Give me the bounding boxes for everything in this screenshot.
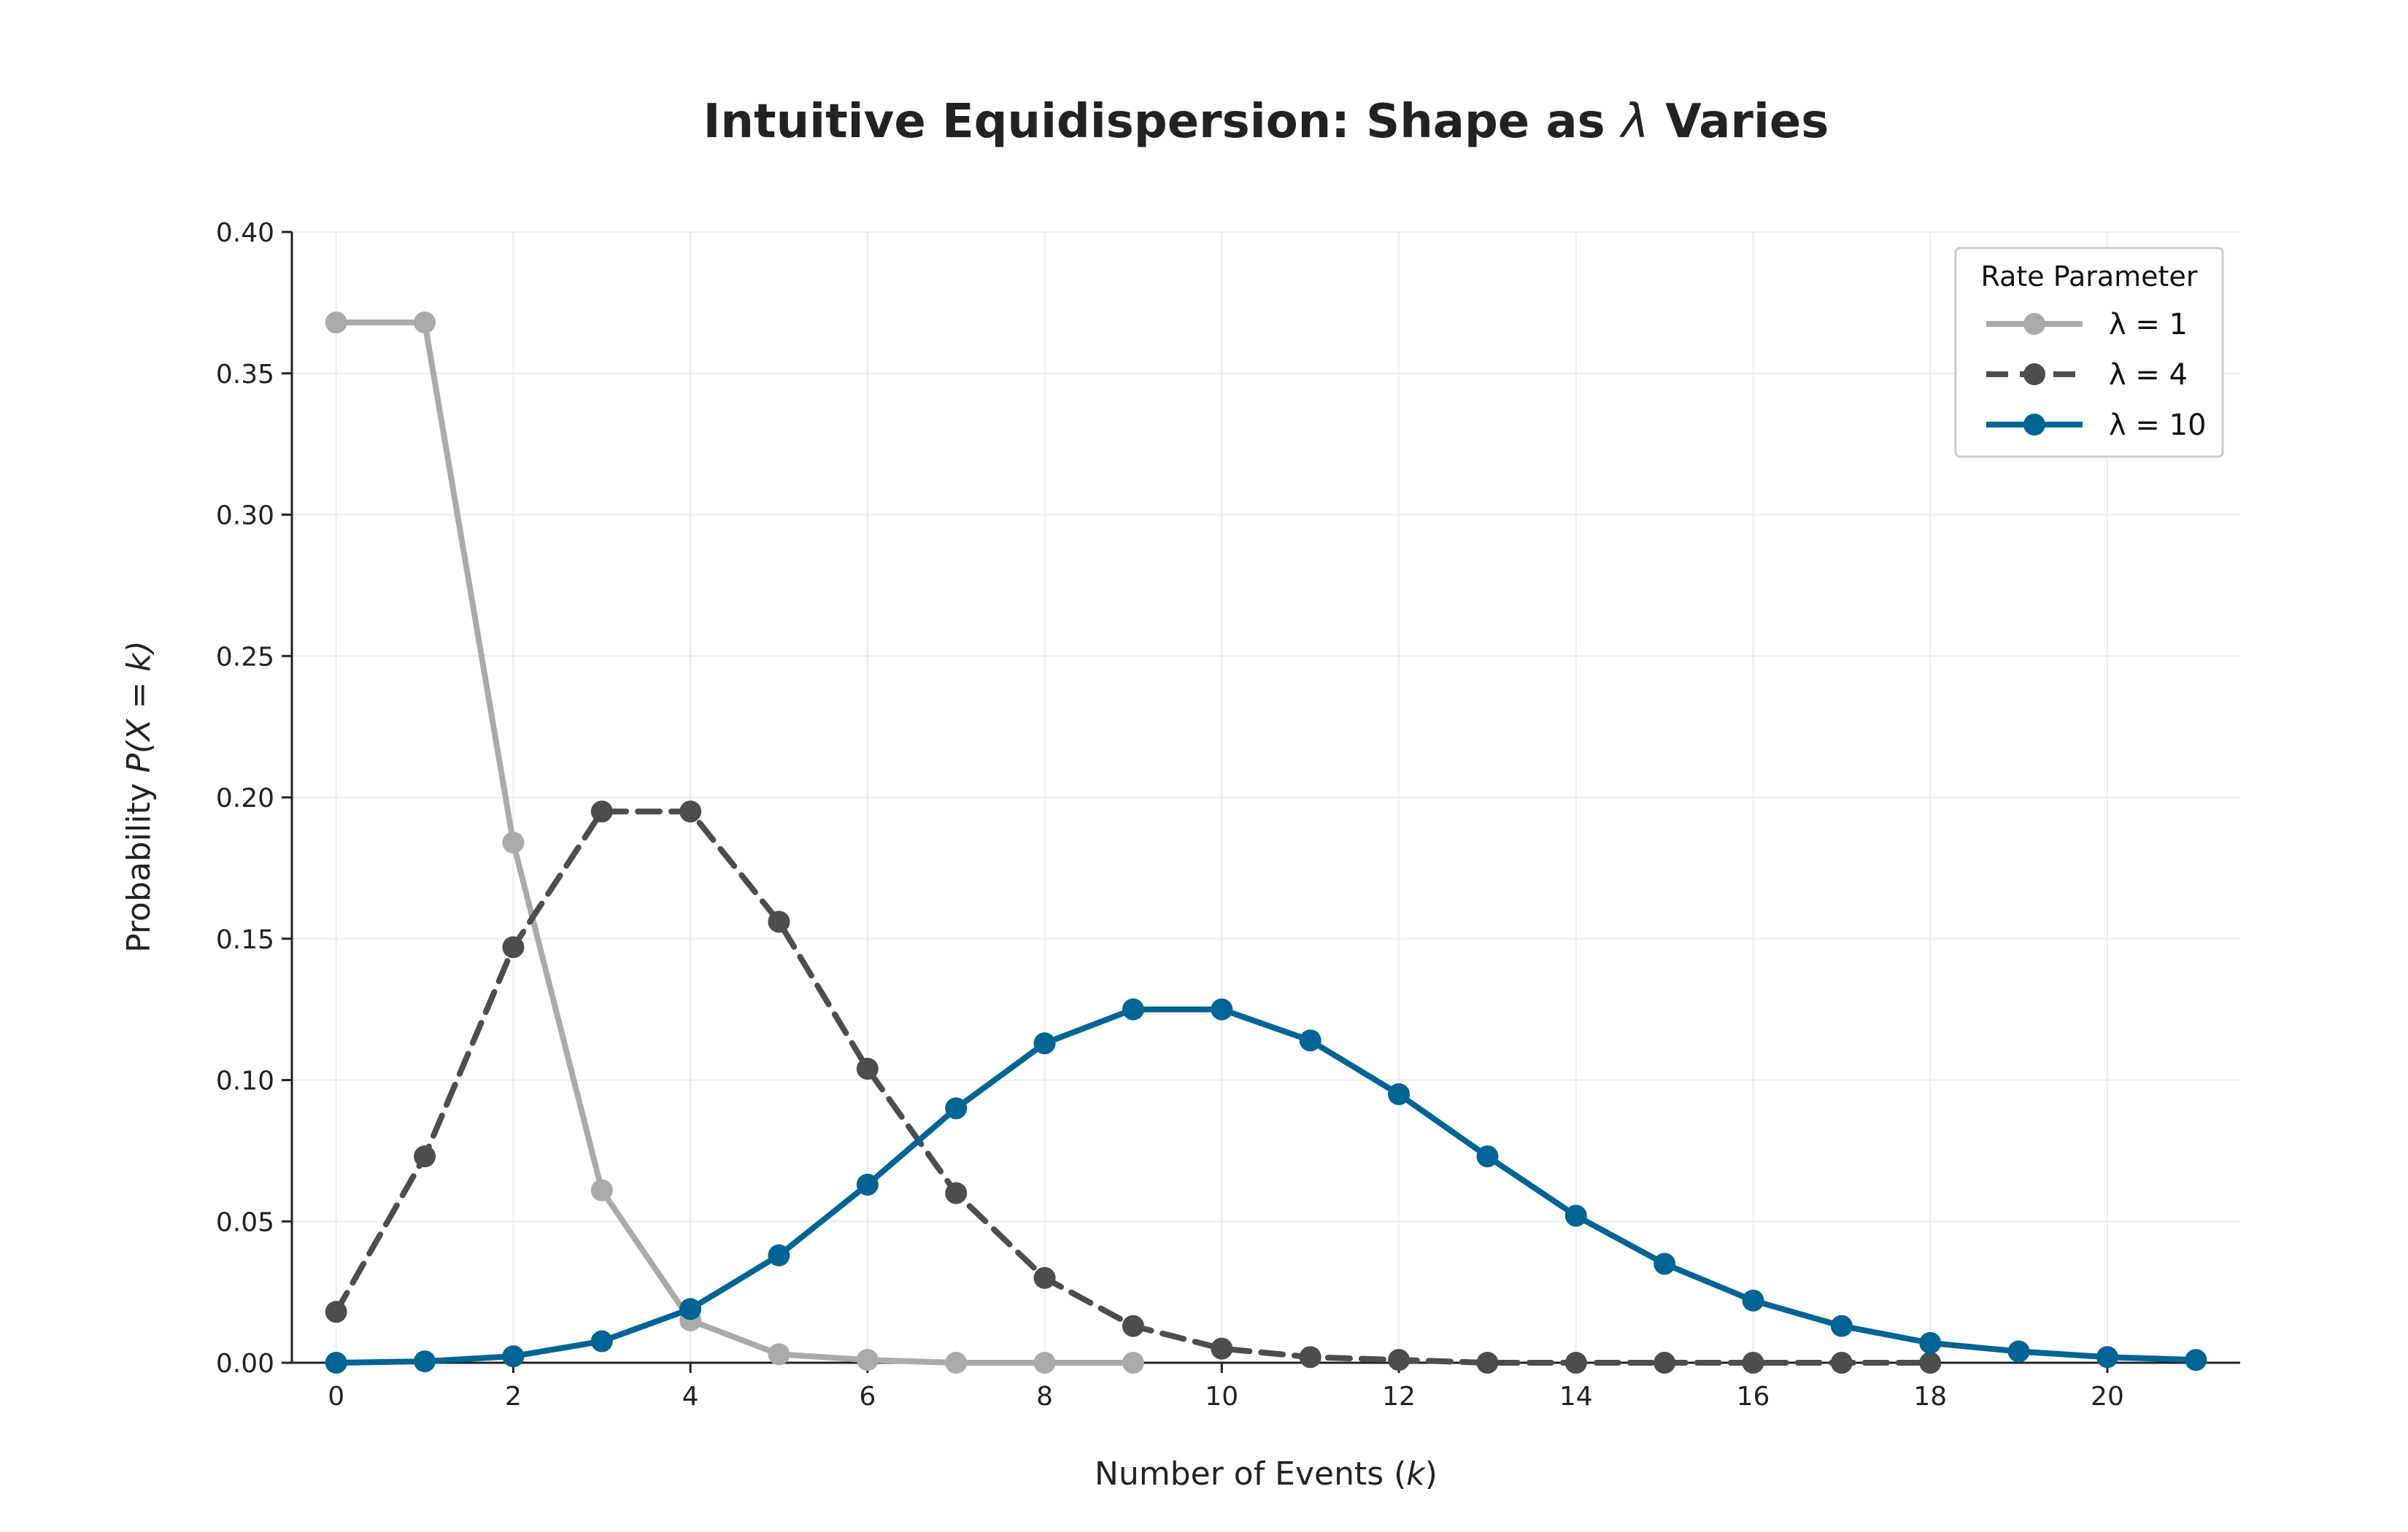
legend-label-2: λ = 10 (2109, 409, 2207, 442)
series-2-point-0 (325, 1352, 347, 1374)
series-1-point-18 (1919, 1352, 1942, 1374)
series-1-point-10 (1211, 1337, 1233, 1360)
series-1-point-0 (325, 1301, 347, 1323)
y-tick-label-1: 0.05 (216, 1207, 274, 1237)
series-2-point-18 (1919, 1331, 1942, 1354)
series-1-point-9 (1122, 1315, 1144, 1337)
x-tick-label-5: 10 (1205, 1382, 1238, 1412)
series-1-point-12 (1388, 1349, 1411, 1372)
series-1-point-3 (590, 800, 613, 823)
x-tick-label-4: 8 (1036, 1382, 1053, 1412)
series-2-point-15 (1653, 1253, 1676, 1275)
legend-marker-1 (2023, 363, 2045, 385)
series-1-point-16 (1742, 1352, 1764, 1374)
series-2-point-3 (590, 1330, 613, 1353)
legend-label-0: λ = 1 (2109, 308, 2188, 341)
x-tick-label-1: 2 (505, 1382, 522, 1412)
series-1-point-6 (856, 1058, 879, 1080)
legend: Rate Parameter λ = 1 λ = 4 λ = 10 (1954, 247, 2224, 458)
series-2-point-21 (2185, 1349, 2207, 1372)
series-2-point-19 (2007, 1340, 2030, 1363)
series-2-point-17 (1830, 1315, 1853, 1337)
series-1-point-13 (1476, 1352, 1499, 1374)
x-tick-label-3: 6 (859, 1382, 876, 1412)
axes-layer: 0.00 0.05 0.10 0.15 0.20 0.25 0.30 0.35 0.40 0 2 4 6… (216, 218, 2240, 1412)
series-0-point-9 (1122, 1352, 1144, 1374)
x-tick-label-9: 18 (1913, 1382, 1947, 1412)
legend-marker-2 (2023, 414, 2045, 436)
series-1-point-15 (1653, 1352, 1676, 1374)
x-tick-label-8: 16 (1737, 1382, 1770, 1412)
series-1-point-8 (1033, 1266, 1056, 1289)
legend-marker-0 (2023, 313, 2045, 335)
y-tick-label-0: 0.00 (216, 1349, 274, 1379)
x-tick-label-6: 12 (1382, 1382, 1416, 1412)
series-2-point-4 (679, 1298, 702, 1320)
series-0-point-6 (856, 1349, 879, 1372)
series-2-point-1 (414, 1350, 436, 1373)
series-2-point-20 (2096, 1346, 2118, 1369)
legend-item-1: λ = 4 (1986, 358, 2188, 392)
series-2-point-6 (856, 1173, 879, 1196)
x-axis-label: Number of Events (k) (1095, 1455, 1438, 1493)
series-0-point-7 (945, 1352, 968, 1374)
legend-item-2: λ = 10 (1986, 409, 2207, 442)
series-1-point-5 (768, 910, 790, 933)
series-1-point-1 (414, 1145, 436, 1168)
series-2-point-2 (502, 1345, 525, 1368)
labels-layer: Intuitive Equidispersion: Shape as λ Var… (120, 95, 1829, 1493)
series-0-point-2 (502, 832, 525, 854)
x-tick-label-2: 4 (682, 1382, 699, 1412)
series-2-point-14 (1564, 1204, 1587, 1227)
legend-title: Rate Parameter (1981, 260, 2198, 293)
series-0 (325, 312, 1144, 1374)
legend-box (1954, 247, 2224, 458)
x-tick-label-10: 20 (2091, 1382, 2124, 1412)
series-2 (325, 998, 2207, 1374)
series-line-0 (333, 320, 1136, 1366)
series-2-point-16 (1742, 1289, 1764, 1312)
series-2-point-9 (1122, 998, 1144, 1021)
series-0-point-8 (1033, 1352, 1056, 1374)
series-line-2 (333, 1006, 2199, 1366)
series-1-point-2 (502, 936, 525, 959)
series-1-point-7 (945, 1182, 968, 1204)
y-tick-label-3: 0.15 (216, 925, 274, 955)
series-0-point-1 (414, 312, 436, 333)
series-2-point-10 (1211, 998, 1233, 1021)
x-tick-label-7: 14 (1559, 1382, 1593, 1412)
series-0-point-0 (325, 312, 347, 333)
y-tick-label-4: 0.20 (216, 784, 274, 813)
series-2-point-13 (1476, 1145, 1499, 1168)
grid-layer (292, 231, 2240, 1363)
legend-label-1: λ = 4 (2109, 358, 2188, 392)
series-1-point-11 (1299, 1346, 1321, 1369)
series-2-point-7 (945, 1097, 968, 1120)
series-2-point-8 (1033, 1032, 1056, 1055)
series-0-point-3 (590, 1179, 613, 1202)
legend-item-0: λ = 1 (1986, 308, 2188, 341)
series-2-point-5 (768, 1244, 790, 1266)
series-1-point-4 (679, 800, 702, 823)
y-axis-label: Probability P(X = k) (120, 641, 158, 953)
y-tick-label-2: 0.10 (216, 1067, 274, 1096)
series-0-point-5 (768, 1343, 790, 1366)
series-1-point-14 (1564, 1352, 1587, 1374)
y-tick-label-8: 0.40 (216, 218, 274, 248)
x-tick-label-0: 0 (328, 1382, 344, 1412)
chart-title: Intuitive Equidispersion: Shape as λ Var… (703, 95, 1829, 149)
y-tick-label-5: 0.25 (216, 642, 274, 672)
series-1-point-17 (1830, 1352, 1853, 1374)
y-tick-label-7: 0.35 (216, 360, 274, 390)
series-layer (325, 312, 2207, 1374)
series-2-point-11 (1299, 1029, 1321, 1052)
series-1 (325, 800, 1942, 1374)
y-tick-label-6: 0.30 (216, 501, 274, 531)
series-2-point-12 (1388, 1083, 1411, 1105)
